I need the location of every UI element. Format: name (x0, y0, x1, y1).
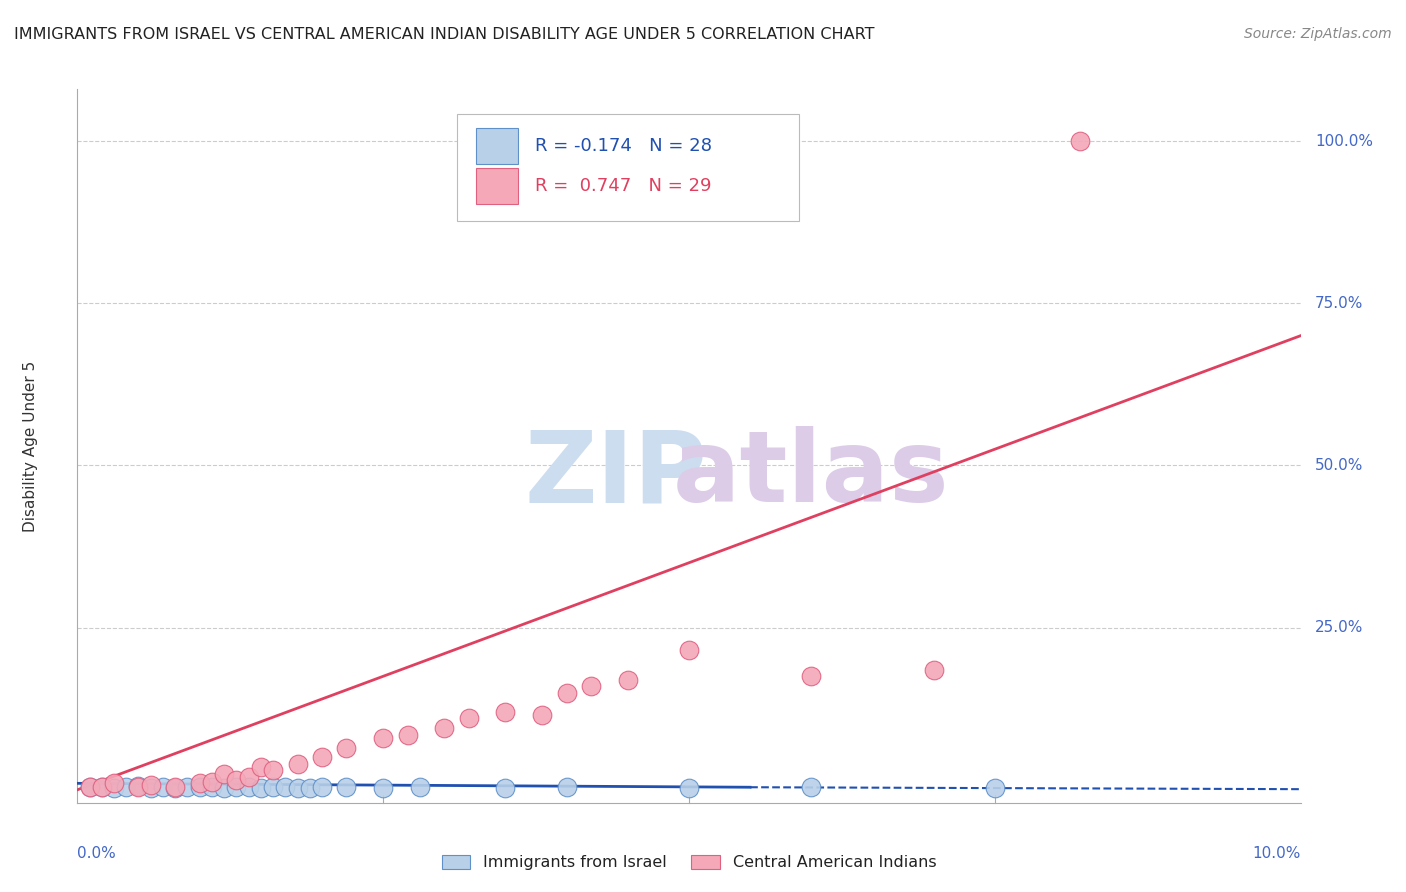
Point (139, 780, 162, 795)
FancyBboxPatch shape (477, 128, 517, 164)
Point (103, 776, 125, 790)
Point (250, 760, 273, 774)
Text: 10.0%: 10.0% (1253, 846, 1301, 861)
FancyBboxPatch shape (457, 114, 799, 221)
Text: ZIP: ZIP (524, 426, 707, 523)
Text: atlas: atlas (673, 426, 949, 523)
Point (127, 779, 149, 793)
Point (238, 780, 260, 795)
Point (225, 773, 247, 788)
Point (165, 780, 187, 795)
Point (90, 780, 112, 794)
Text: 75.0%: 75.0% (1315, 296, 1364, 310)
Point (409, 780, 432, 795)
Text: R =  0.747   N = 29: R = 0.747 N = 29 (534, 178, 711, 195)
Point (188, 776, 211, 790)
Text: Source: ZipAtlas.com: Source: ZipAtlas.com (1244, 27, 1392, 41)
Point (176, 780, 198, 795)
Point (90, 780, 112, 794)
FancyBboxPatch shape (477, 169, 517, 204)
Point (495, 705, 517, 719)
Point (678, 780, 700, 795)
Point (1069, 134, 1091, 148)
Point (79, 780, 101, 794)
Text: IMMIGRANTS FROM ISRAEL VS CENTRAL AMERICAN INDIAN DISABILITY AGE UNDER 5 CORRELA: IMMIGRANTS FROM ISRAEL VS CENTRAL AMERIC… (14, 27, 875, 42)
Point (262, 764, 284, 778)
Point (139, 778, 162, 792)
Text: 50.0%: 50.0% (1315, 458, 1364, 473)
Text: R = -0.174   N = 28: R = -0.174 N = 28 (534, 137, 711, 155)
Point (103, 780, 125, 795)
Point (371, 780, 394, 795)
Point (127, 780, 149, 794)
Point (311, 750, 333, 764)
Point (287, 756, 309, 771)
Point (555, 780, 578, 795)
Point (800, 669, 823, 683)
Point (311, 780, 333, 795)
Point (495, 780, 517, 795)
Point (617, 673, 640, 687)
Point (579, 679, 602, 693)
Point (274, 780, 297, 794)
Text: 100.0%: 100.0% (1315, 134, 1374, 149)
Point (238, 770, 260, 784)
Point (212, 766, 235, 780)
Point (188, 780, 211, 794)
Point (678, 643, 700, 657)
Point (457, 711, 479, 725)
Point (165, 780, 187, 794)
Point (298, 780, 321, 795)
Point (922, 663, 945, 677)
Point (152, 780, 174, 795)
Point (212, 780, 235, 795)
Text: 0.0%: 0.0% (77, 846, 117, 861)
Point (79, 780, 101, 794)
Point (287, 780, 309, 795)
Point (201, 780, 224, 795)
Point (262, 780, 284, 795)
Legend: Immigrants from Israel, Central American Indians: Immigrants from Israel, Central American… (436, 848, 942, 877)
Point (335, 740, 357, 755)
Point (335, 780, 357, 794)
Point (800, 780, 823, 795)
Point (396, 728, 419, 742)
Point (371, 731, 394, 745)
Text: Disability Age Under 5: Disability Age Under 5 (24, 360, 38, 532)
Point (531, 708, 554, 723)
Point (250, 780, 273, 795)
Point (115, 780, 138, 795)
Point (225, 780, 247, 794)
Point (555, 685, 578, 699)
Point (433, 721, 456, 735)
Text: 25.0%: 25.0% (1315, 620, 1364, 635)
Point (201, 775, 224, 789)
Point (984, 780, 1007, 795)
